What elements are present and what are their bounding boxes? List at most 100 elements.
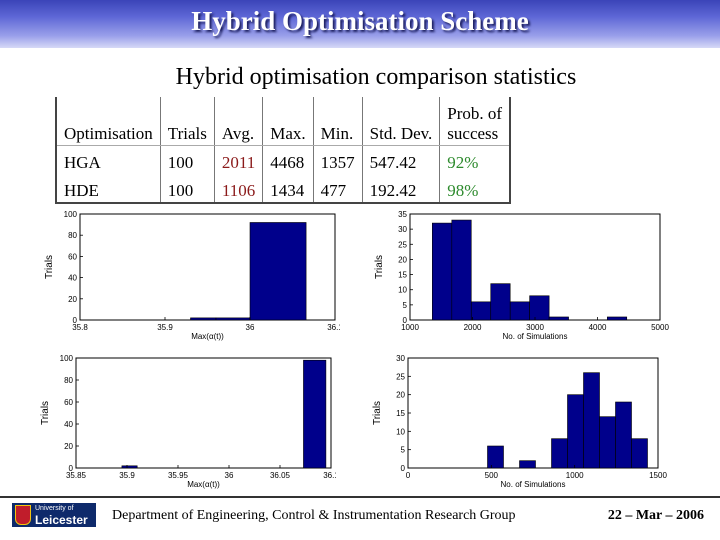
table-cell: 100: [159, 174, 215, 204]
histogram-bar: [470, 301, 492, 321]
y-axis-label: Trials: [374, 255, 385, 279]
histogram-bar: [490, 283, 511, 321]
x-tick-label: 4000: [589, 323, 607, 332]
y-tick-label: 30: [396, 354, 405, 363]
x-axis-label: Max(α(t)): [187, 480, 220, 489]
table-cell: 1357: [312, 145, 363, 174]
x-tick-label: 36: [225, 471, 234, 480]
table-header: Trials: [159, 97, 215, 146]
y-tick-label: 100: [60, 354, 74, 363]
y-tick-label: 40: [64, 420, 73, 429]
histogram-bar: [121, 465, 138, 469]
logo-line2: Leicester: [35, 513, 88, 527]
y-tick-label: 100: [64, 210, 78, 219]
y-tick-label: 0: [403, 316, 408, 325]
x-tick-label: 36.1: [327, 323, 340, 332]
histogram-bar: [551, 438, 568, 469]
histogram-bar: [583, 372, 600, 469]
y-tick-label: 80: [64, 376, 73, 385]
y-tick-label: 30: [398, 225, 407, 234]
x-tick-label: 2000: [464, 323, 482, 332]
x-tick-label: 35.9: [157, 323, 173, 332]
histogram-bar: [567, 394, 584, 469]
histogram-bar: [190, 317, 217, 321]
table-header: Max.: [262, 97, 314, 146]
x-tick-label: 36: [246, 323, 255, 332]
histogram-bar: [615, 401, 632, 469]
x-tick-label: 1000: [566, 471, 584, 480]
x-axis-label: Max(α(t)): [191, 332, 224, 341]
table-cell: HDE: [54, 174, 161, 204]
histogram-bar: [303, 359, 327, 469]
y-tick-label: 10: [398, 286, 407, 295]
x-tick-label: 35.85: [66, 471, 87, 480]
y-tick-label: 25: [396, 372, 405, 381]
y-tick-label: 5: [401, 446, 406, 455]
prob-header-line1: Prob. of: [447, 104, 503, 123]
table-cell: 192.42: [361, 174, 441, 204]
table-cell: 4468: [262, 145, 314, 174]
x-tick-label: 3000: [526, 323, 544, 332]
x-tick-label: 1000: [401, 323, 419, 332]
footer-divider: [0, 496, 720, 498]
x-tick-label: 0: [406, 471, 411, 480]
hga-simulations-histogram: 1000 2000 3000 4000 5000 0 5 10 15 20 25 30 35 No. of…: [374, 210, 669, 341]
crest-icon: [15, 505, 31, 525]
table-cell: HGA: [54, 145, 161, 174]
title-bar: Hybrid Optimisation Scheme: [0, 0, 720, 48]
y-axis-label: Trials: [372, 401, 383, 425]
table-header-prob: Prob. of success: [439, 97, 512, 146]
table-cell: 100: [159, 145, 215, 174]
x-tick-label: 35.9: [119, 471, 135, 480]
footer-date: 22 – Mar – 2006: [607, 508, 704, 523]
table-header: Avg.: [213, 97, 264, 146]
table-row: HGA 100 2011 4468 1357 547.42 92%: [54, 145, 512, 174]
histogram-bar: [451, 219, 472, 321]
prob-header-line2: success: [447, 124, 499, 143]
histogram-bar: [432, 222, 453, 321]
y-tick-label: 25: [398, 240, 407, 249]
plot-area: [75, 357, 332, 469]
histogram-bar: [599, 416, 616, 469]
x-tick-label: 500: [485, 471, 499, 480]
histogram-bar: [487, 445, 504, 469]
table-cell: 1434: [262, 174, 314, 204]
x-tick-label: 36.1: [323, 471, 336, 480]
y-tick-label: 0: [73, 316, 78, 325]
histogram-bar: [607, 316, 628, 321]
x-tick-label: 35.95: [168, 471, 189, 480]
x-axis-label: No. of Simulations: [503, 332, 568, 341]
table-cell: 98%: [439, 174, 512, 204]
subtitle: Hybrid optimisation comparison statistic…: [175, 64, 577, 90]
x-tick-label: 35.8: [72, 323, 88, 332]
y-tick-label: 5: [403, 301, 408, 310]
y-tick-label: 15: [398, 271, 407, 280]
histogram-bar: [519, 460, 536, 469]
histogram-bar: [509, 301, 530, 321]
histogram-bar: [529, 295, 550, 321]
y-tick-label: 0: [401, 464, 406, 473]
x-axis-label: No. of Simulations: [501, 480, 566, 489]
table-header: Std. Dev.: [361, 97, 441, 146]
comparison-table: Optimisation Trials Avg. Max. Min. Std. …: [54, 97, 512, 204]
histogram-bar: [249, 222, 307, 321]
table-cell: 92%: [439, 145, 512, 174]
university-logo: University of Leicester: [12, 503, 96, 527]
y-tick-label: 0: [69, 464, 74, 473]
table-cell: 477: [312, 174, 363, 204]
table-cell: 2011: [213, 145, 264, 174]
slide-title: Hybrid Optimisation Scheme: [191, 6, 529, 36]
y-axis-label: Trials: [44, 255, 55, 279]
hga-max-alpha-histogram: 35.8 35.9 36 36.1 0 20 40 60 80 100 Max(α(t)) Trial…: [44, 210, 340, 341]
hde-max-alpha-histogram: 35.85 35.9 35.95 36 36.05 36.1 0 20 40 60 80 100 Max…: [40, 354, 336, 489]
logo-line1: University of: [35, 505, 74, 512]
y-tick-label: 80: [68, 231, 77, 240]
y-axis-label: Trials: [40, 401, 51, 425]
table-cell: 1106: [213, 174, 264, 204]
y-tick-label: 20: [398, 255, 407, 264]
table-row: HDE 100 1106 1434 477 192.42 98%: [54, 174, 512, 204]
y-tick-label: 35: [398, 210, 407, 219]
table-cell: 547.42: [361, 145, 441, 174]
x-tick-label: 1500: [649, 471, 667, 480]
table-header-row: Optimisation Trials Avg. Max. Min. Std. …: [54, 97, 512, 146]
